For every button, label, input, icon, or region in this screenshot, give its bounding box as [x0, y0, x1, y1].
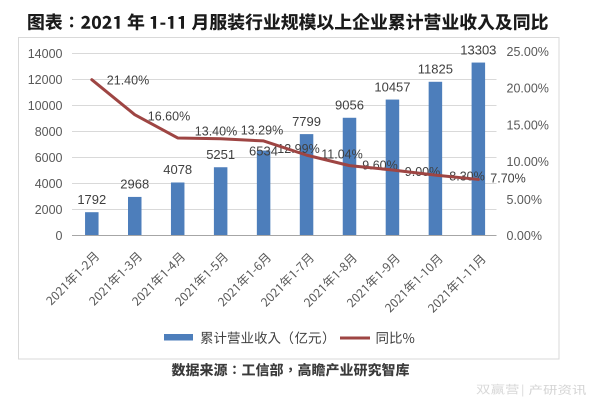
svg-text:11825: 11825 [418, 62, 453, 77]
svg-text:13.29%: 13.29% [241, 124, 283, 138]
svg-text:5.00%: 5.00% [507, 193, 542, 207]
svg-text:11.04%: 11.04% [321, 148, 362, 162]
svg-text:7799: 7799 [292, 114, 321, 129]
svg-text:12000: 12000 [28, 73, 63, 87]
svg-text:10457: 10457 [374, 79, 410, 94]
svg-text:|: | [521, 382, 524, 397]
svg-text:13303: 13303 [460, 42, 496, 57]
svg-text:8000: 8000 [35, 125, 63, 139]
svg-text:15.00%: 15.00% [507, 118, 549, 132]
svg-text:9056: 9056 [335, 98, 364, 113]
svg-text:25.00%: 25.00% [507, 45, 549, 59]
svg-text:1792: 1792 [77, 192, 106, 207]
svg-text:7.70%: 7.70% [490, 172, 525, 186]
svg-text:16.60%: 16.60% [148, 110, 190, 124]
svg-text:0: 0 [56, 229, 63, 243]
svg-text:12.99%: 12.99% [277, 142, 319, 156]
svg-text:4000: 4000 [35, 177, 63, 191]
svg-text:6534: 6534 [249, 144, 278, 159]
svg-text:6000: 6000 [35, 151, 63, 165]
svg-text:4078: 4078 [163, 162, 192, 177]
svg-text:20.00%: 20.00% [507, 82, 549, 96]
svg-text:10.00%: 10.00% [507, 155, 549, 169]
svg-text:10000: 10000 [28, 99, 63, 113]
svg-text:5251: 5251 [206, 147, 235, 162]
svg-text:13.40%: 13.40% [195, 125, 237, 139]
svg-text:2968: 2968 [120, 177, 149, 192]
svg-text:0.00%: 0.00% [507, 229, 542, 243]
svg-text:21.40%: 21.40% [107, 74, 149, 88]
svg-text:14000: 14000 [28, 47, 63, 61]
svg-text:2000: 2000 [35, 203, 63, 217]
